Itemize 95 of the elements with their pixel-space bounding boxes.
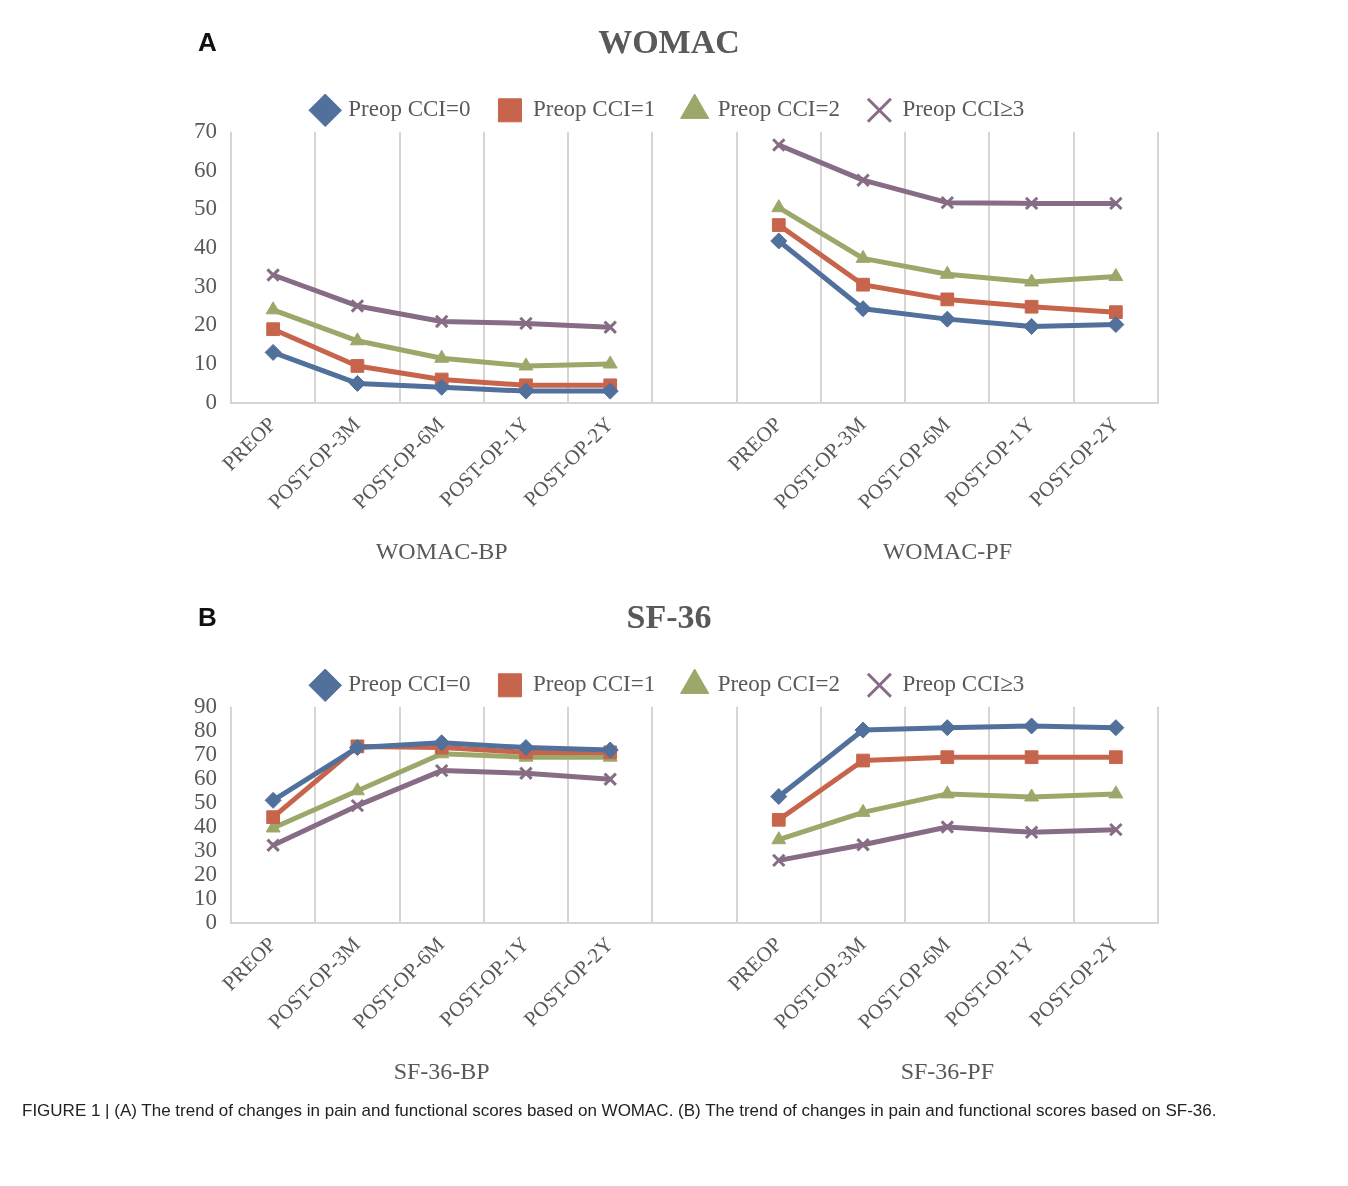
point [771,831,787,845]
y-tick-label: 60 [194,764,217,790]
legend-label: Preop CCI=0 [348,96,471,122]
legend-label: Preop CCI=1 [532,96,656,122]
point [1024,273,1040,287]
text: WOMAC-PF [882,538,1012,565]
point [518,357,534,371]
point [855,837,871,852]
point [1109,305,1123,320]
point [434,763,449,778]
y-tick-label: 30 [194,836,217,862]
point [1109,750,1123,765]
point [518,766,534,781]
point [771,218,786,232]
point [266,322,280,337]
legend-label: Preop CCI≥3 [902,96,1025,122]
point [517,739,535,757]
y-tick-label: 80 [194,716,217,742]
point [940,750,955,765]
point [348,374,366,392]
legend-label: Preop CCI=2 [717,96,840,122]
legend-label: Preop CCI≥3 [902,671,1025,697]
point [349,332,365,346]
point [855,803,871,817]
point [1024,299,1039,314]
y-tick-label: 20 [194,860,217,886]
y-tick-label: 70 [194,740,217,766]
point [771,199,787,213]
y-tick-label: 70 [194,117,217,143]
point [602,355,618,369]
point [517,382,535,400]
point [855,173,871,188]
point [1024,825,1039,840]
point [350,298,365,314]
point [940,195,955,210]
point [434,314,449,329]
point [1024,788,1040,802]
point [603,320,618,335]
y-tick-label: 50 [194,788,217,814]
point [1108,268,1124,282]
point [1108,822,1124,837]
legend-label: Preop CCI=0 [348,671,471,697]
point [770,788,788,806]
point [1108,785,1124,799]
point [771,853,786,868]
text: SF-36-BP [393,1058,490,1085]
point [940,819,955,835]
point [1024,196,1039,211]
text: A [198,27,217,58]
point [265,267,281,283]
point [264,343,282,361]
y-tick-label: 0 [205,388,217,414]
legend-label: Preop CCI=1 [532,671,656,697]
chart-title: SF-36 [626,598,712,636]
y-tick-label: 90 [194,692,217,718]
point [855,249,871,263]
text: B [198,602,217,633]
point [1107,719,1125,737]
y-tick-label: 60 [194,156,217,182]
point [264,791,282,809]
point [770,232,788,250]
text: SF-36-PF [900,1058,995,1085]
point [856,753,870,768]
point [350,359,365,373]
point [265,301,281,315]
caption: FIGURE 1 | (A) The trend of changes in pain and functional scores based on WOMAC. (B) The trend of changes in pain and functional scores based on SF-36. [21,1100,1218,1121]
point [771,137,786,153]
y-tick-label: 40 [194,233,217,259]
point [603,772,618,787]
point [1108,196,1124,211]
chart-title: WOMAC [598,23,740,61]
point [856,277,870,292]
y-tick-label: 0 [205,908,217,934]
point [939,265,955,279]
point [938,310,956,328]
point [771,812,786,827]
point [518,316,534,331]
point [940,292,955,307]
point [350,798,365,813]
y-tick-label: 20 [194,311,217,337]
legend-label: Preop CCI=2 [717,671,840,697]
point [1107,316,1125,334]
y-tick-label: 30 [194,272,217,298]
y-tick-label: 10 [194,350,217,376]
point [434,349,450,363]
point [1024,750,1039,765]
point [854,721,872,739]
text: WOMAC-BP [375,538,508,565]
point [854,300,872,318]
point [265,838,281,853]
point [939,785,955,799]
y-tick-label: 10 [194,884,217,910]
y-tick-label: 50 [194,195,217,221]
point [266,810,280,825]
y-tick-label: 40 [194,812,217,838]
